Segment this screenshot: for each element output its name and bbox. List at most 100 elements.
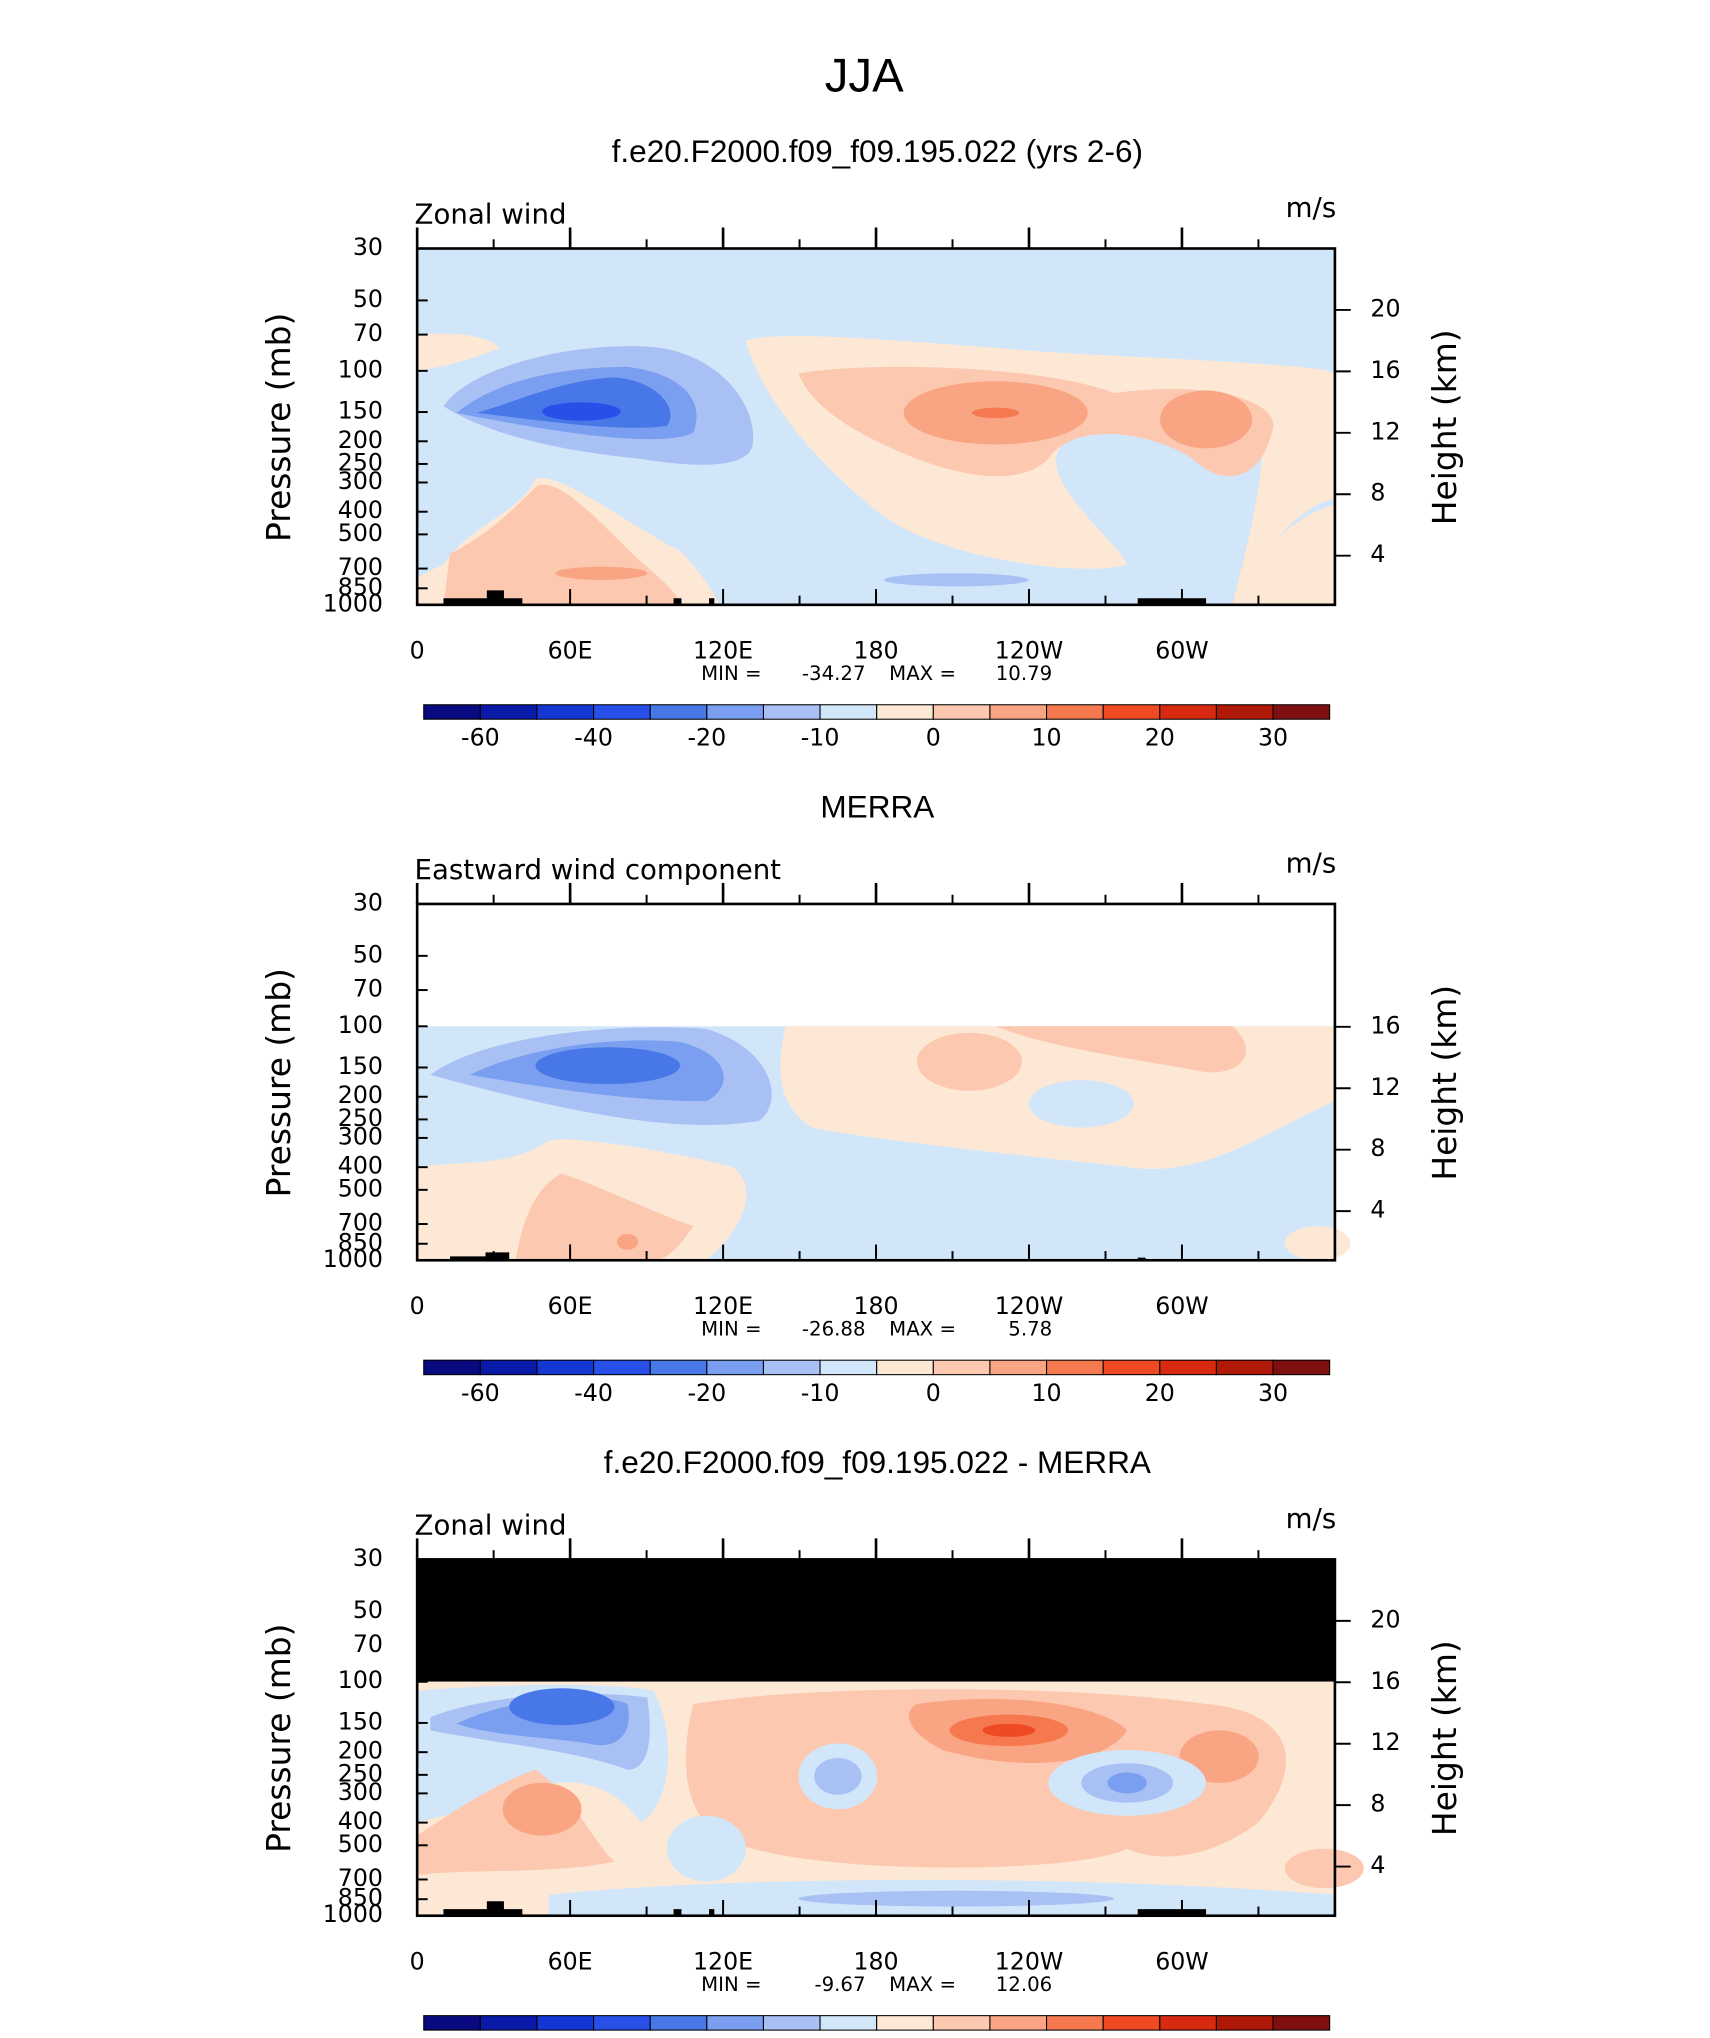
units-label: m/s (1286, 1502, 1337, 1535)
panel-title: f.e20.F2000.f09_f09.195.022 (yrs 2-6) (612, 133, 1143, 169)
y-tick-label: 200 (338, 1737, 383, 1765)
colorbar-label: -20 (688, 1379, 727, 1407)
x-tick-label: 60W (1155, 1948, 1209, 1976)
y-axis-label: Pressure (mb) (259, 313, 298, 542)
colorbar-label: -40 (574, 1379, 613, 1407)
x-tick-label: 60W (1155, 637, 1209, 665)
max-label: MAX = (889, 662, 956, 685)
field-label: Eastward wind component (415, 853, 782, 886)
colorbar-box (593, 2015, 651, 2031)
y-tick-label: 150 (338, 1052, 383, 1080)
colorbar-box (989, 1359, 1048, 1376)
y-tick-label: 400 (338, 1807, 383, 1835)
colorbar-box (593, 704, 651, 720)
contour-fill (1160, 390, 1253, 449)
y2-tick-label: 4 (1370, 1196, 1385, 1224)
x-tick-label: 120E (693, 637, 753, 665)
colorbar-box (706, 704, 764, 720)
colorbar-label: 20 (1145, 1379, 1175, 1407)
colorbar-box (819, 704, 878, 720)
y2-tick-label: 16 (1370, 356, 1400, 384)
y2-tick-label: 20 (1370, 294, 1400, 322)
contour-field (417, 1026, 1351, 1261)
x-tick-label: 180 (853, 1948, 898, 1976)
min-label: MIN = (701, 662, 761, 685)
colorbar-label: -1 (808, 2034, 832, 2038)
colorbar-label: -10 (801, 1379, 840, 1407)
colorbar-box (876, 704, 934, 720)
colorbar-box (762, 2015, 821, 2031)
units-label: m/s (1286, 191, 1337, 224)
colorbar-box (649, 2015, 708, 2031)
y-tick-label: 50 (353, 940, 383, 968)
y-tick-label: 500 (338, 1174, 383, 1202)
y2-tick-label: 20 (1370, 1605, 1400, 1633)
y-tick-label: 500 (338, 519, 383, 547)
colorbar-box (706, 2015, 764, 2031)
y-tick-label: 700 (338, 1209, 383, 1237)
figure-title: JJA (825, 49, 904, 102)
colorbar-box (536, 1359, 595, 1376)
contour-fill (1107, 1772, 1147, 1794)
panel-title: MERRA (820, 789, 934, 825)
y-tick-label: 250 (338, 1759, 383, 1787)
min-label: MIN = (701, 1317, 761, 1340)
colorbar-label: 0 (926, 723, 941, 751)
colorbar-box (876, 2015, 934, 2031)
y-tick-label: 400 (338, 496, 383, 524)
y-tick-label: 500 (338, 1830, 383, 1858)
colorbar-label: -60 (461, 1379, 500, 1407)
x-tick-label: 0 (410, 637, 425, 665)
colorbar-label: 0 (926, 1379, 941, 1407)
y-tick-label: 250 (338, 1104, 383, 1132)
colorbar-label: 0 (869, 2034, 884, 2038)
colorbar-box (1046, 704, 1104, 720)
x-tick-label: 0 (410, 1292, 425, 1320)
y2-tick-label: 12 (1370, 1073, 1400, 1101)
y-axis-label: Pressure (mb) (259, 968, 298, 1197)
contour-fill (798, 1890, 1115, 1907)
min-value: -9.67 (814, 1973, 865, 1996)
colorbar-label: 12 (1145, 2034, 1175, 2038)
colorbar-box (479, 2015, 538, 2031)
y-tick-label: 150 (338, 397, 383, 425)
colorbar-label: 1 (926, 2034, 941, 2038)
min-label: MIN = (701, 1973, 761, 1996)
colorbar-box (1215, 704, 1274, 720)
contour-field (417, 248, 1335, 605)
colorbar-label: 15 (1201, 2034, 1231, 2038)
contour-fill (916, 1032, 1022, 1091)
colorbar-box (762, 1359, 821, 1376)
y-tick-label: 50 (353, 1596, 383, 1624)
y-tick-label: 30 (353, 233, 383, 261)
colorbar-box (932, 704, 991, 720)
colorbar-box (1102, 2015, 1161, 2031)
colorbar-box (593, 1359, 651, 1376)
x-tick-label: 60E (548, 1948, 593, 1976)
colorbar-label: -15 (518, 2034, 557, 2038)
y2-axis-label: Height (km) (1425, 329, 1464, 525)
topography (443, 590, 1207, 605)
y2-tick-label: 16 (1370, 1667, 1400, 1695)
x-tick-label: 180 (853, 637, 898, 665)
y2-axis-label: Height (km) (1425, 1640, 1464, 1836)
colorbar-box (1046, 2015, 1104, 2031)
contour-fill (982, 1723, 1036, 1737)
contour-fill (883, 573, 1029, 587)
y-tick-label: 30 (353, 1544, 383, 1572)
y2-tick-label: 16 (1370, 1011, 1400, 1039)
contour-fill (515, 1173, 694, 1261)
colorbar-box (706, 1359, 764, 1376)
colorbar-box (1215, 1359, 1274, 1376)
colorbar-box (423, 704, 481, 720)
colorbar-box (989, 2015, 1048, 2031)
contour-fill (509, 1688, 615, 1726)
colorbar-label: 18 (1258, 2034, 1288, 2038)
x-tick-label: 120W (995, 1948, 1064, 1976)
y-tick-label: 1000 (323, 1900, 383, 1928)
colorbar-box (479, 704, 538, 720)
x-tick-label: 120E (693, 1292, 753, 1320)
colorbar-box (649, 704, 708, 720)
x-tick-label: 60E (548, 1292, 593, 1320)
y-tick-label: 850 (338, 1884, 383, 1912)
